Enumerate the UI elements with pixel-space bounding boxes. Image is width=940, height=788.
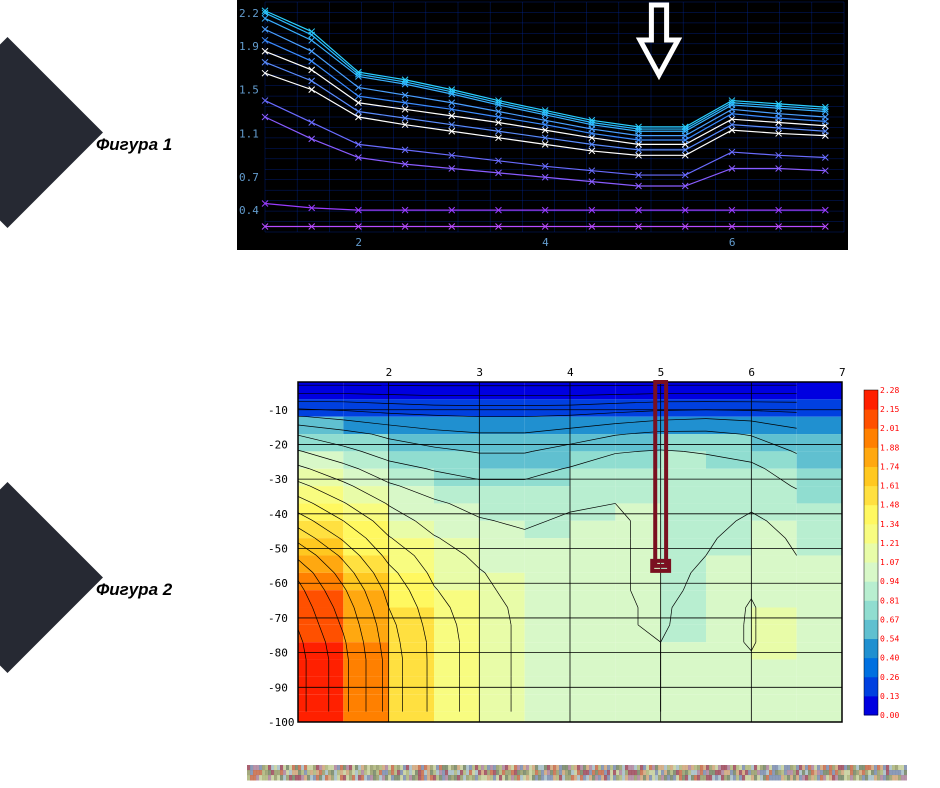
figure1-label: Фигура 1 [96,135,172,155]
svg-text:-10: -10 [268,404,288,417]
svg-text:0.26: 0.26 [880,673,899,682]
svg-text:-90: -90 [268,681,288,694]
svg-text:0.13: 0.13 [880,692,899,701]
svg-text:-30: -30 [268,473,288,486]
svg-text:5: 5 [658,366,665,379]
svg-text:2: 2 [355,236,362,249]
svg-text:1.61: 1.61 [880,482,899,491]
svg-text:1.48: 1.48 [880,501,899,510]
svg-text:0.67: 0.67 [880,615,899,624]
svg-text:6: 6 [748,366,755,379]
svg-text:6: 6 [729,236,736,249]
svg-text:2: 2 [386,366,393,379]
svg-text:-20: -20 [268,438,288,451]
svg-text:1.21: 1.21 [880,539,899,548]
svg-text:1.07: 1.07 [880,558,899,567]
svg-text:1.88: 1.88 [880,443,899,452]
figure1-tag-shape [0,37,103,228]
svg-text:0.40: 0.40 [880,654,899,663]
svg-text:-70: -70 [268,612,288,625]
svg-text:0.7: 0.7 [239,171,259,184]
svg-text:3: 3 [476,366,483,379]
svg-text:2.28: 2.28 [880,386,899,395]
svg-text:-50: -50 [268,543,288,556]
svg-text:-80: -80 [268,647,288,660]
noise-strip [247,765,907,783]
svg-text:1.34: 1.34 [880,520,899,529]
svg-text:1.74: 1.74 [880,462,899,471]
svg-text:2.01: 2.01 [880,424,899,433]
svg-text:1.9: 1.9 [239,40,259,53]
svg-text:-100: -100 [268,716,295,729]
svg-text:1.1: 1.1 [239,127,259,140]
svg-text:7: 7 [839,366,846,379]
svg-text:4: 4 [567,366,574,379]
svg-text:0.54: 0.54 [880,635,899,644]
svg-text:1.5: 1.5 [239,84,259,97]
figure2-label: Фигура 2 [96,580,172,600]
svg-text:-60: -60 [268,577,288,590]
svg-text:0.81: 0.81 [880,596,899,605]
figure1-line-chart: 0.4 0.7 1.1 1.5 1.9 2.2 2 4 6 [237,0,848,250]
svg-text:-40: -40 [268,508,288,521]
svg-text:0.4: 0.4 [239,204,259,217]
svg-text:4: 4 [542,236,549,249]
figure2-contour-heatmap: 2 3 4 5 6 7 -10 -20 -30 -40 -50 -60 -70 -80 -90 -100 0.0… [247,358,927,740]
figure2-tag-shape [0,482,103,673]
svg-text:2.2: 2.2 [239,7,259,20]
svg-text:2.15: 2.15 [880,405,899,414]
svg-text:0.00: 0.00 [880,711,899,720]
svg-text:0.94: 0.94 [880,577,899,586]
